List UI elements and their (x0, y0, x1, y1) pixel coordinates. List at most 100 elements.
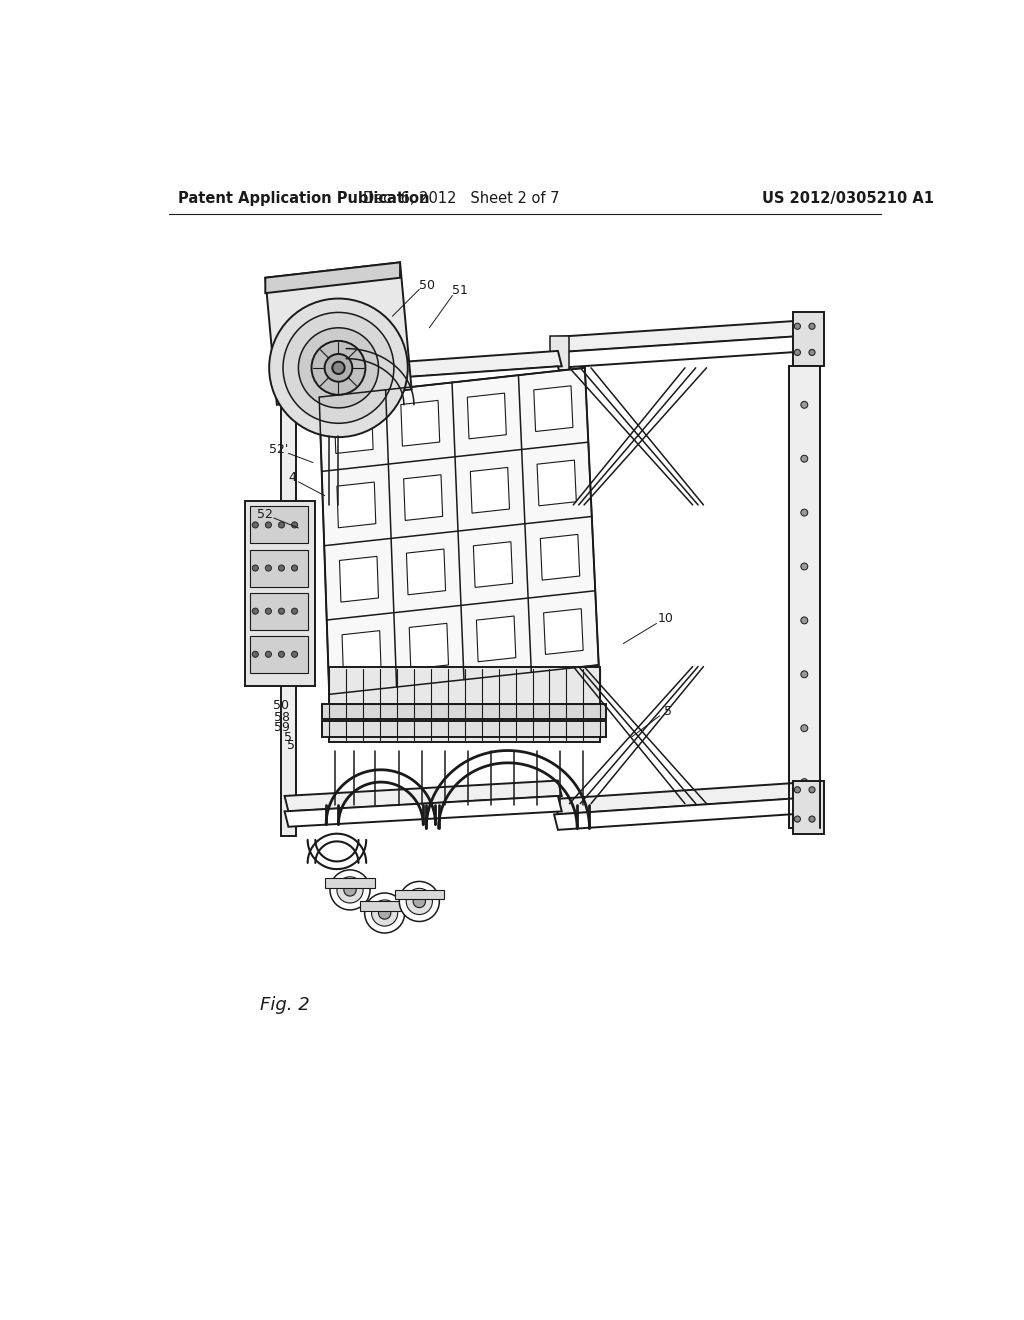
Bar (245, 502, 315, 686)
Circle shape (795, 787, 801, 793)
Polygon shape (285, 351, 562, 385)
Circle shape (265, 651, 271, 657)
Circle shape (344, 884, 356, 896)
Circle shape (279, 651, 285, 657)
Polygon shape (340, 556, 379, 602)
Polygon shape (793, 313, 823, 367)
Bar (250, 593, 308, 630)
Polygon shape (285, 367, 562, 401)
Polygon shape (265, 263, 400, 293)
Circle shape (337, 876, 364, 903)
Circle shape (801, 455, 808, 462)
Circle shape (279, 565, 285, 572)
Polygon shape (550, 335, 569, 370)
Circle shape (252, 609, 258, 614)
Bar (326, 878, 375, 887)
Polygon shape (281, 381, 296, 836)
Text: 58: 58 (274, 711, 290, 723)
Polygon shape (788, 367, 819, 829)
Polygon shape (285, 780, 562, 812)
Polygon shape (285, 796, 562, 826)
Circle shape (801, 671, 808, 677)
Circle shape (279, 521, 285, 528)
Circle shape (809, 323, 815, 330)
Polygon shape (554, 335, 812, 368)
Polygon shape (335, 408, 373, 454)
Circle shape (801, 616, 808, 624)
Circle shape (265, 609, 271, 614)
Circle shape (809, 787, 815, 793)
Polygon shape (400, 400, 439, 446)
Bar (322, 721, 606, 738)
Polygon shape (534, 385, 572, 432)
Circle shape (292, 521, 298, 528)
Circle shape (265, 565, 271, 572)
Circle shape (265, 521, 271, 528)
Text: 52': 52' (269, 444, 289, 455)
Bar (250, 636, 308, 673)
Polygon shape (319, 368, 599, 694)
Circle shape (311, 341, 366, 395)
Polygon shape (554, 797, 812, 830)
Polygon shape (554, 321, 812, 352)
Bar (394, 890, 444, 899)
Text: US 2012/0305210 A1: US 2012/0305210 A1 (762, 191, 934, 206)
Text: 59: 59 (274, 721, 290, 734)
Polygon shape (544, 609, 583, 655)
Polygon shape (476, 616, 516, 661)
Bar (250, 507, 308, 544)
Circle shape (809, 350, 815, 355)
Polygon shape (410, 623, 449, 669)
Circle shape (372, 900, 397, 927)
Polygon shape (403, 475, 442, 520)
Text: 52: 52 (257, 508, 273, 520)
Bar (360, 902, 410, 911)
Circle shape (795, 323, 801, 330)
Polygon shape (541, 535, 580, 579)
Text: 5: 5 (664, 705, 672, 718)
Polygon shape (537, 461, 577, 506)
Polygon shape (554, 781, 812, 814)
Text: 5: 5 (284, 731, 292, 744)
Circle shape (292, 609, 298, 614)
Circle shape (252, 565, 258, 572)
Text: 50: 50 (272, 698, 289, 711)
Circle shape (399, 882, 439, 921)
Text: Dec. 6, 2012   Sheet 2 of 7: Dec. 6, 2012 Sheet 2 of 7 (364, 191, 560, 206)
Circle shape (801, 725, 808, 731)
Circle shape (269, 298, 408, 437)
Circle shape (795, 350, 801, 355)
Bar (250, 549, 308, 586)
Polygon shape (407, 549, 445, 595)
Circle shape (365, 892, 404, 933)
Circle shape (801, 401, 808, 408)
Text: 4: 4 (289, 471, 296, 484)
Circle shape (292, 651, 298, 657)
Circle shape (279, 609, 285, 614)
Circle shape (801, 510, 808, 516)
Circle shape (407, 888, 432, 915)
Circle shape (795, 816, 801, 822)
Polygon shape (470, 467, 510, 513)
Circle shape (413, 895, 425, 908)
Circle shape (801, 564, 808, 570)
Circle shape (298, 327, 379, 408)
Polygon shape (793, 780, 823, 834)
Circle shape (252, 521, 258, 528)
Circle shape (809, 816, 815, 822)
Circle shape (325, 354, 352, 381)
Polygon shape (473, 541, 513, 587)
Circle shape (379, 907, 391, 919)
Polygon shape (265, 263, 412, 405)
Text: 5: 5 (287, 739, 295, 752)
Text: 51: 51 (453, 284, 468, 297)
Circle shape (801, 779, 808, 785)
Circle shape (283, 313, 394, 424)
Circle shape (292, 565, 298, 572)
Text: Fig. 2: Fig. 2 (260, 997, 309, 1014)
Text: Patent Application Publication: Patent Application Publication (178, 191, 430, 206)
Polygon shape (342, 631, 381, 676)
Polygon shape (337, 482, 376, 528)
Text: 10: 10 (657, 612, 674, 626)
Text: 50: 50 (419, 279, 435, 292)
